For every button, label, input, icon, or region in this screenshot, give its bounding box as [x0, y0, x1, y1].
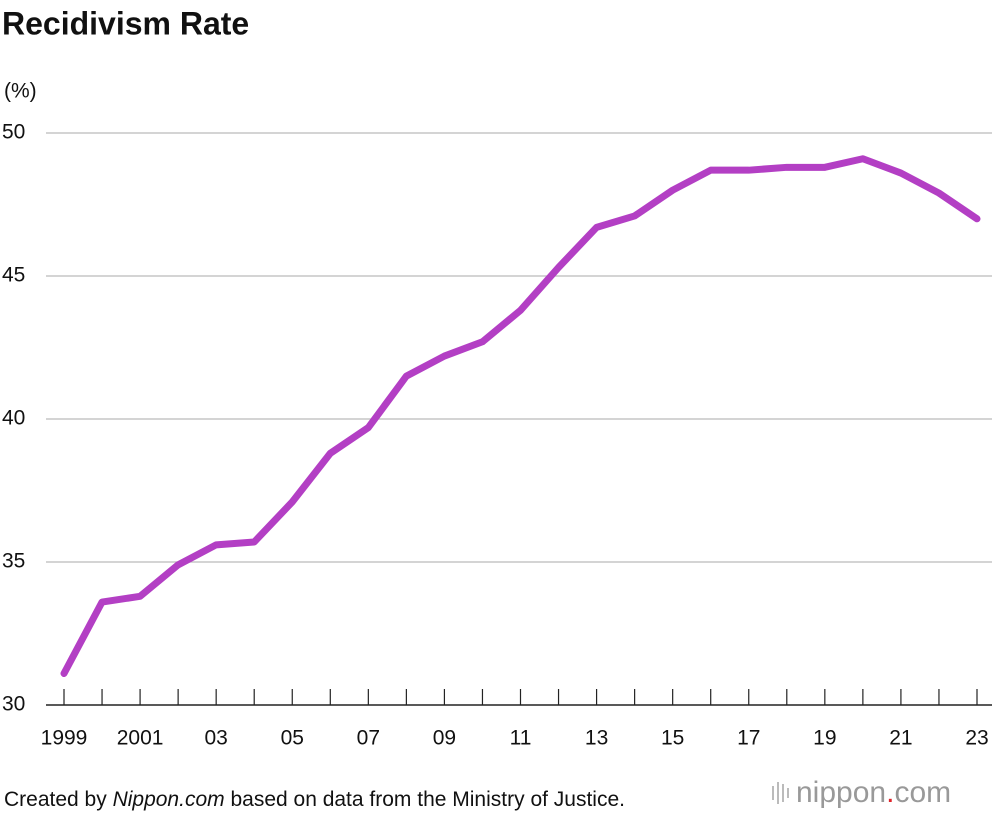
source-text: Nippon.com: [113, 788, 225, 811]
logo-dot: .: [886, 776, 894, 809]
chart-title: Recidivism Rate: [2, 5, 249, 41]
x-tick-label: 05: [281, 727, 304, 750]
source-text: based on data from the Ministry of Justi…: [225, 788, 625, 811]
logo-name: nippon: [796, 776, 886, 809]
logo: nippon.com: [772, 776, 951, 809]
source-text: Created by: [4, 788, 113, 811]
y-axis-label: (%): [4, 80, 37, 103]
x-tick-label: 15: [661, 727, 684, 750]
x-tick-label: 1999: [41, 727, 88, 750]
y-tick-label: 50: [2, 121, 25, 144]
x-tick-label: 07: [357, 727, 380, 750]
x-tick-label: 03: [204, 727, 227, 750]
logo-suffix: com: [894, 776, 951, 809]
x-tick-label: 23: [965, 727, 988, 750]
x-tick-label: 13: [585, 727, 608, 750]
y-tick-label: 30: [2, 693, 25, 716]
x-tick-label: 11: [510, 727, 532, 750]
y-tick-label: 40: [2, 407, 25, 430]
source: Created by Nippon.com based on data from…: [4, 788, 625, 811]
line: [60, 155, 981, 678]
logo-text: nippon.com: [796, 776, 951, 809]
x-tick-label: 09: [433, 727, 456, 750]
x-tick-label: 21: [889, 727, 912, 750]
x-tick-label: 17: [737, 727, 760, 750]
y-tick-label: 35: [2, 550, 25, 573]
x-tick-label: 19: [813, 727, 836, 750]
x-tick-label: 2001: [117, 727, 164, 750]
y-tick-label: 45: [2, 264, 25, 287]
